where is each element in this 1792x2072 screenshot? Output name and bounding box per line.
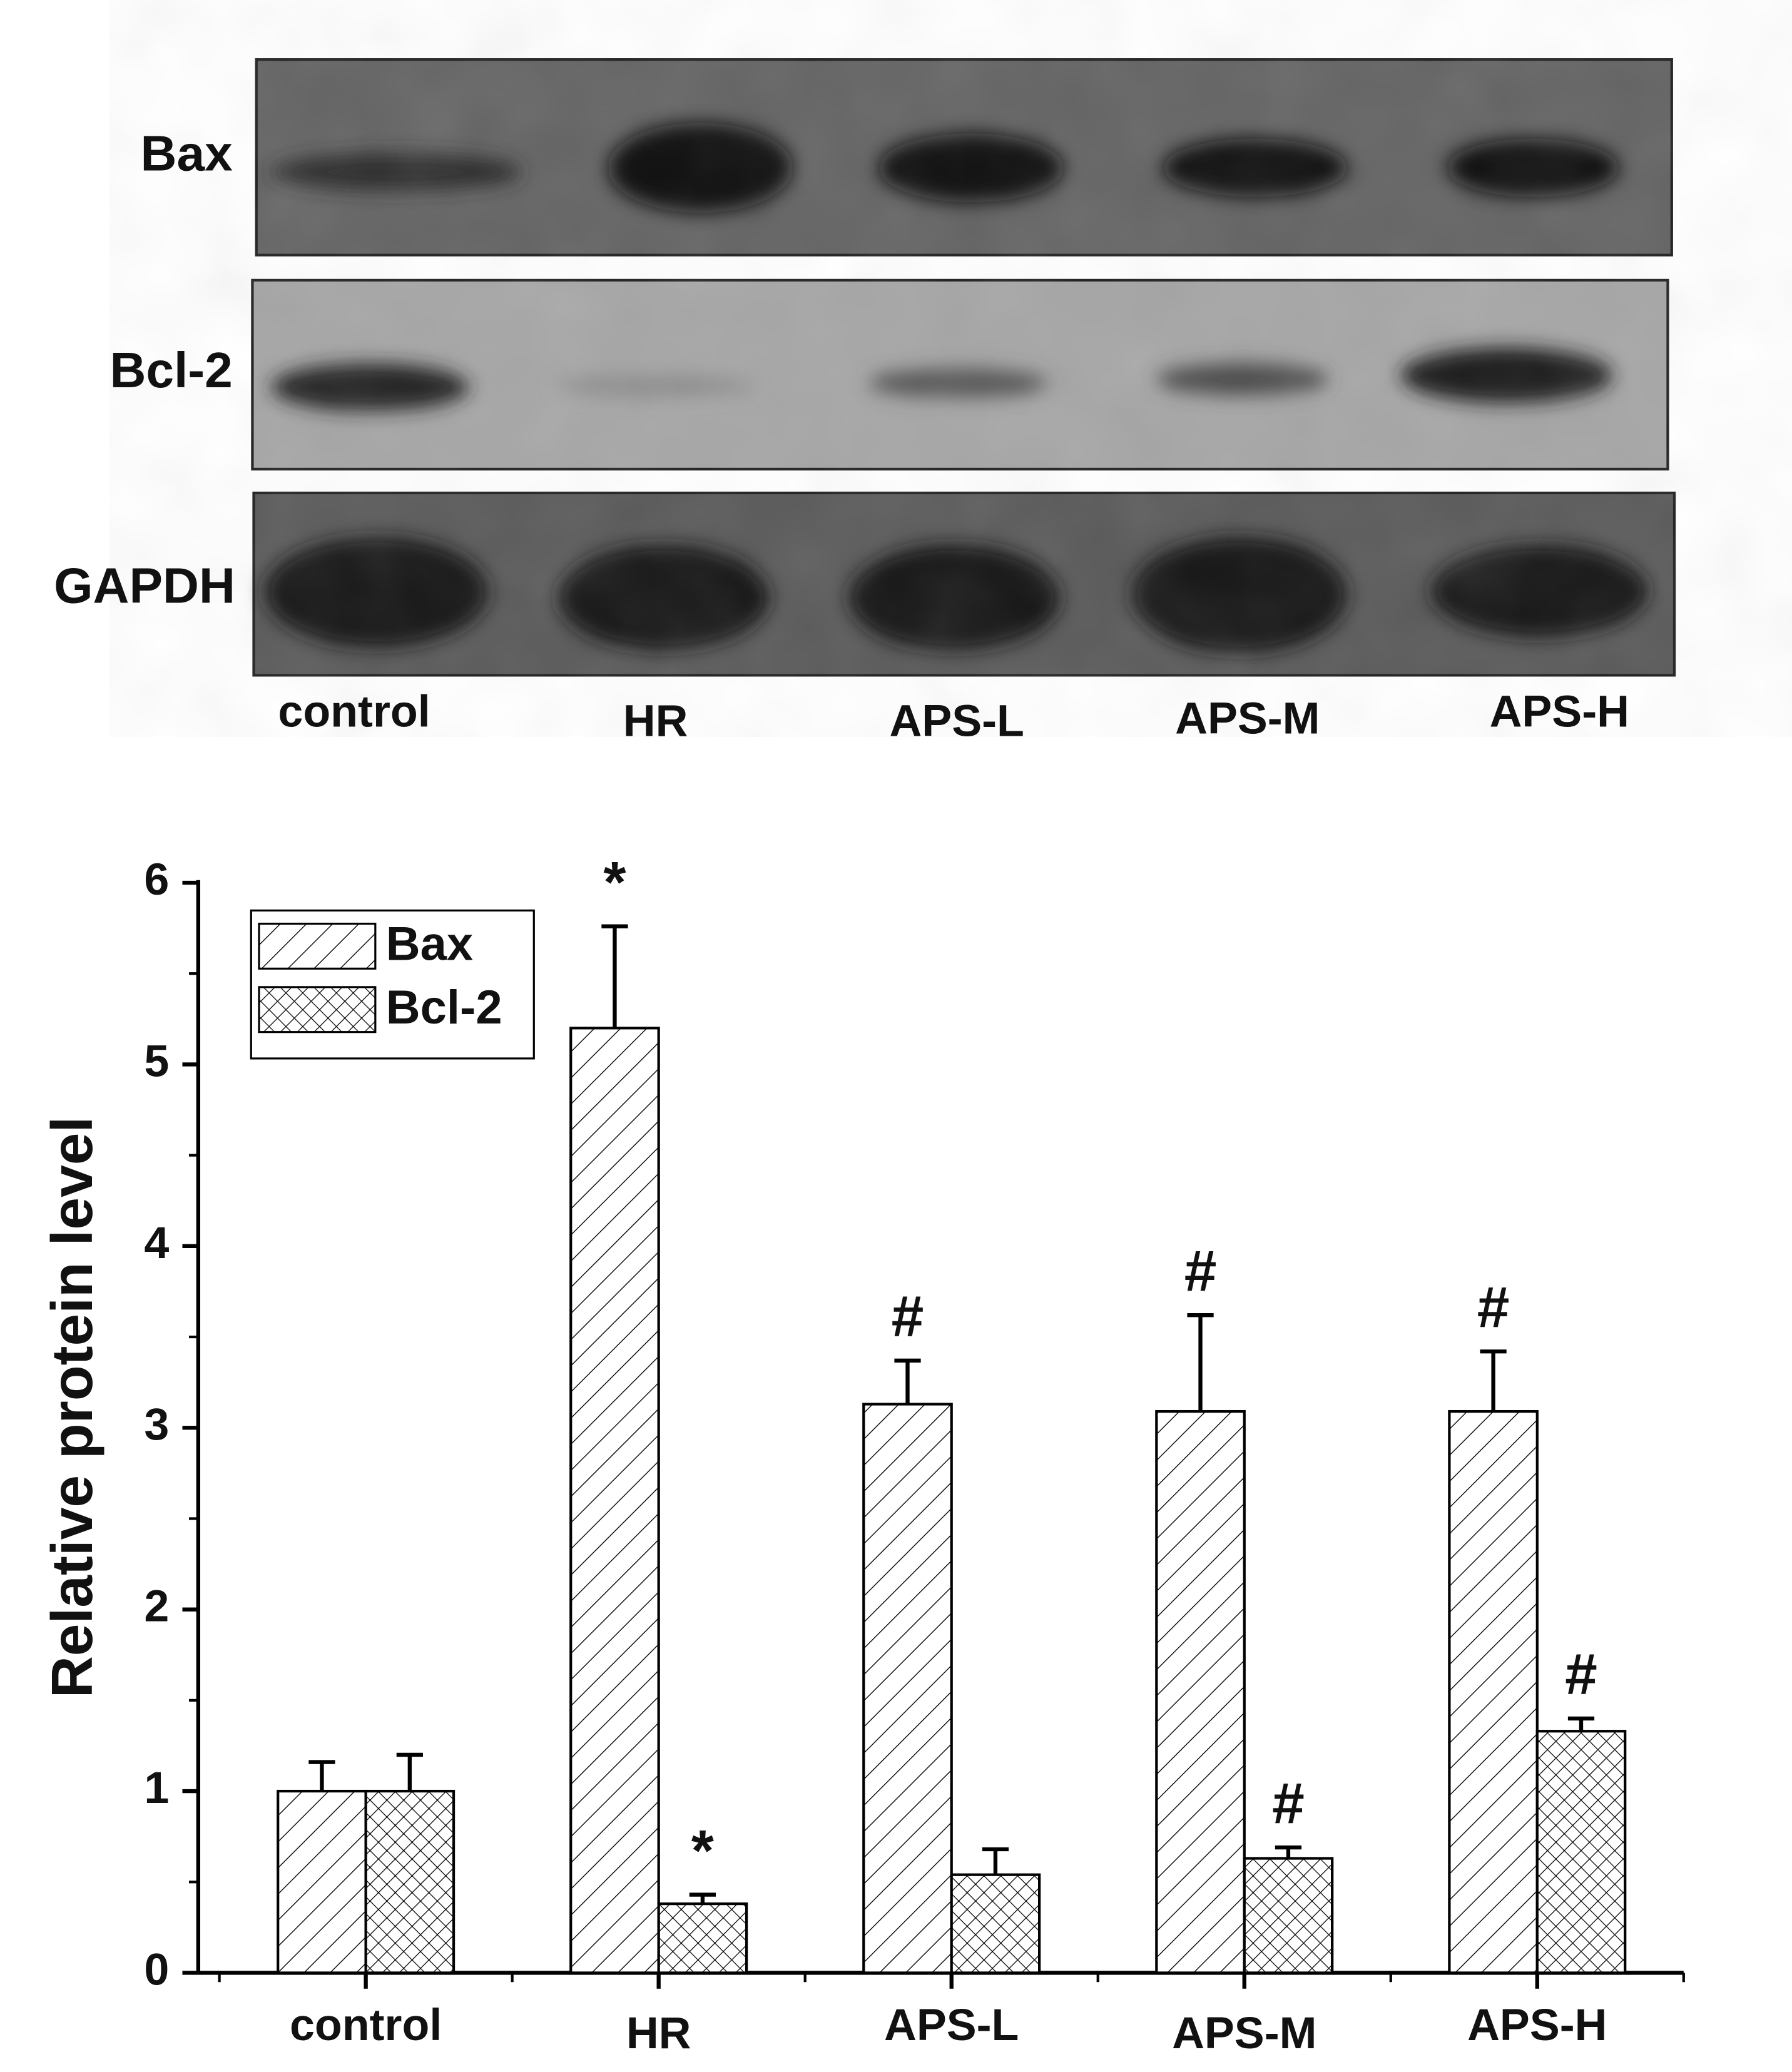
error-bar <box>1187 1313 1214 1412</box>
bar <box>950 1873 1041 1974</box>
blot-row-label: Bcl-2 <box>109 342 232 399</box>
blot-row-label: Bax <box>141 126 233 182</box>
x-tick-label: control <box>290 2000 442 2050</box>
y-tick-label: 4 <box>144 1218 169 1268</box>
bar <box>657 1902 748 1974</box>
bar <box>1243 1857 1334 1974</box>
bar <box>862 1403 953 1974</box>
y-tick-label: 6 <box>144 855 169 905</box>
significance-mark: # <box>1184 1238 1217 1303</box>
blot: Bax Bcl-2 GAPDH control HR APS-L APS-M A… <box>54 58 1677 746</box>
lane-label: APS-H <box>1490 687 1629 737</box>
legend: Bax Bcl-2 <box>250 909 535 1060</box>
significance-mark: # <box>1565 1642 1597 1707</box>
y-tick-label: 1 <box>144 1763 169 1813</box>
lane-label: APS-L <box>889 696 1024 746</box>
significance-mark: * <box>603 850 626 915</box>
x-tick-label: APS-M <box>1172 2008 1316 2058</box>
blot-row-label: GAPDH <box>54 557 235 614</box>
bar <box>569 1027 660 1974</box>
y-tick-label: 0 <box>144 1944 169 1994</box>
error-bar <box>308 1760 335 1792</box>
y-tick-label: 2 <box>144 1582 169 1632</box>
error-bar <box>689 1892 716 1904</box>
bar <box>1155 1409 1246 1974</box>
error-bar <box>1480 1349 1507 1412</box>
y-tick-label: 5 <box>144 1036 169 1086</box>
x-tick-label: APS-L <box>884 2000 1019 2050</box>
significance-mark: * <box>691 1818 715 1883</box>
lane-label: HR <box>623 696 688 746</box>
x-tick-label: HR <box>626 2008 691 2058</box>
significance-mark: # <box>1272 1770 1305 1836</box>
bar <box>1448 1409 1539 1974</box>
bar <box>364 1789 456 1974</box>
x-tick-label: APS-H <box>1467 2000 1607 2050</box>
error-bar <box>1567 1716 1595 1732</box>
legend-label: Bax <box>386 918 473 971</box>
y-axis-title: Relative protein level <box>39 1117 104 1699</box>
bar <box>277 1789 367 1974</box>
plot: 0 1 2 3 4 5 6 control HR APS-L APS-M APS-H * # # # * # # Ba… <box>144 850 1685 2058</box>
y-tick-label: 3 <box>144 1399 169 1450</box>
error-bar <box>601 924 628 1028</box>
legend-label: Bcl-2 <box>386 981 502 1034</box>
error-bar <box>1275 1845 1302 1859</box>
error-bar <box>396 1752 423 1792</box>
significance-mark: # <box>892 1284 924 1349</box>
legend-swatch <box>258 986 377 1033</box>
error-bar <box>982 1847 1009 1875</box>
bar <box>1535 1730 1627 1974</box>
lane-label: control <box>278 687 430 737</box>
legend-swatch <box>258 922 377 970</box>
lane-label: APS-M <box>1175 693 1320 743</box>
significance-mark: # <box>1477 1274 1510 1339</box>
error-bar <box>894 1358 921 1404</box>
blot-texture <box>252 59 1677 676</box>
